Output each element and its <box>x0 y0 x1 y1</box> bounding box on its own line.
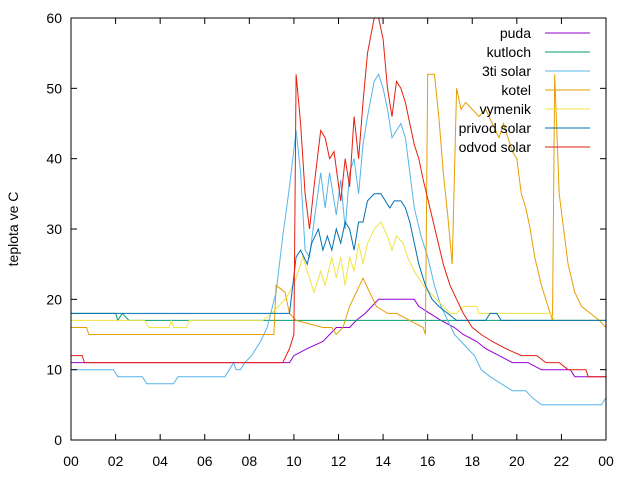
legend-label: 3ti solar <box>482 63 531 79</box>
series-layer <box>71 17 607 406</box>
x-tick-label: 10 <box>286 453 302 469</box>
legend-label: vymenik <box>480 101 532 117</box>
y-tick-label: 0 <box>54 432 62 448</box>
x-tick-label: 18 <box>464 453 480 469</box>
legend-label: kutloch <box>487 44 531 60</box>
series-line-puda <box>71 298 606 378</box>
series-line-odvod-solar <box>71 17 606 378</box>
legend-label: kotel <box>501 82 531 98</box>
series-line-kutloch <box>71 312 606 322</box>
x-tick-label: 14 <box>375 453 391 469</box>
x-tick-label: 12 <box>331 453 347 469</box>
x-tick-label: 22 <box>554 453 570 469</box>
x-tick-label: 00 <box>598 453 614 469</box>
x-tick-label: 00 <box>63 453 79 469</box>
y-tick-label: 50 <box>46 80 62 96</box>
y-tick-label: 30 <box>46 221 62 237</box>
x-tick-label: 16 <box>420 453 436 469</box>
series-line-privod-solar <box>71 193 606 321</box>
legend-label: puda <box>500 25 531 41</box>
x-tick-label: 02 <box>108 453 124 469</box>
legend: puda kutloch 3ti solar kotel vymenik privod s… <box>459 25 590 155</box>
axes-layer: 0 10 20 30 40 50 60 00 02 04 06 08 10 12 14 16 18 20 22 00 <box>46 10 614 469</box>
y-axis-label: teplota ve C <box>5 192 21 267</box>
x-tick-label: 06 <box>197 453 213 469</box>
series-line-vymenik <box>71 221 606 328</box>
x-tick-label: 20 <box>509 453 525 469</box>
series-line-3ti-solar <box>71 73 607 406</box>
legend-label: odvod solar <box>459 139 532 155</box>
series-line-kotel <box>71 73 607 336</box>
x-tick-label: 04 <box>152 453 168 469</box>
y-tick-label: 60 <box>46 10 62 26</box>
y-tick-label: 20 <box>46 291 62 307</box>
legend-label: privod solar <box>459 120 532 136</box>
x-tick-label: 08 <box>242 453 258 469</box>
y-tick-label: 10 <box>46 362 62 378</box>
y-tick-label: 40 <box>46 151 62 167</box>
